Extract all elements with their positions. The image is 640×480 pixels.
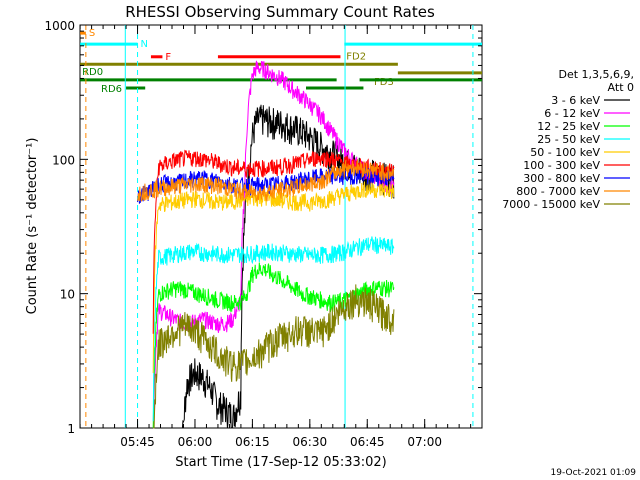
flag-label: F <box>165 52 171 63</box>
x-tick-label: 06:00 <box>178 435 213 449</box>
legend-label: 6 - 12 keV <box>544 107 600 120</box>
x-tick-label: 06:30 <box>293 435 328 449</box>
flag-label: RD0 <box>82 67 103 78</box>
flag-label: N <box>141 39 148 50</box>
flag-label: RD6 <box>101 84 122 95</box>
series-layer <box>137 60 395 429</box>
legend-header: Att 0 <box>608 81 634 94</box>
x-axis-label: Start Time (17-Sep-12 05:33:02) <box>175 455 386 470</box>
series-line <box>137 167 395 204</box>
flags-layer: S N F FD2 FD3 RD0 RD6 <box>80 28 482 95</box>
y-tick-label: 1 <box>67 422 75 436</box>
legend-header: Det 1,3,5,6,9, <box>558 68 634 81</box>
y-tick-label: 100 <box>52 153 75 167</box>
chart-title: RHESSI Observing Summary Count Rates <box>125 3 435 21</box>
legend-label: 12 - 25 keV <box>537 120 600 133</box>
series-line <box>153 284 395 429</box>
series-line <box>152 149 395 334</box>
x-tick-label: 07:00 <box>407 435 442 449</box>
flag-label: FD2 <box>346 51 366 62</box>
legend-label: 300 - 800 keV <box>523 172 600 185</box>
x-tick-label: 06:45 <box>350 435 385 449</box>
legend-label: 100 - 300 keV <box>523 159 600 172</box>
legend-label: 25 - 50 keV <box>537 133 600 146</box>
series-line <box>152 236 395 422</box>
axes-layer: 1 10 100 1000 05:45 06:00 06:15 06:30 06:45 07:00 <box>44 19 482 449</box>
series-line <box>152 181 395 374</box>
timestamp: 19-Oct-2021 01:09 <box>551 468 637 478</box>
y-tick-label: 1000 <box>44 19 75 33</box>
flag-label: S <box>89 28 95 39</box>
legend-label: 50 - 100 keV <box>530 146 600 159</box>
x-tick-label: 06:15 <box>235 435 270 449</box>
series-line <box>137 159 395 202</box>
legend-label: 3 - 6 keV <box>551 94 600 107</box>
y-axis-label: Count Rate (s⁻¹ detector⁻¹) <box>25 138 40 315</box>
x-tick-label: 05:45 <box>120 435 155 449</box>
flag-label: FD3 <box>374 77 394 88</box>
plot-frame <box>79 24 483 429</box>
series-line <box>152 262 395 429</box>
legend-label: 800 - 7000 keV <box>516 185 600 198</box>
vertical-lines-layer <box>85 25 474 428</box>
legend-label: 7000 - 15000 keV <box>502 198 600 211</box>
y-tick-label: 10 <box>60 288 75 302</box>
